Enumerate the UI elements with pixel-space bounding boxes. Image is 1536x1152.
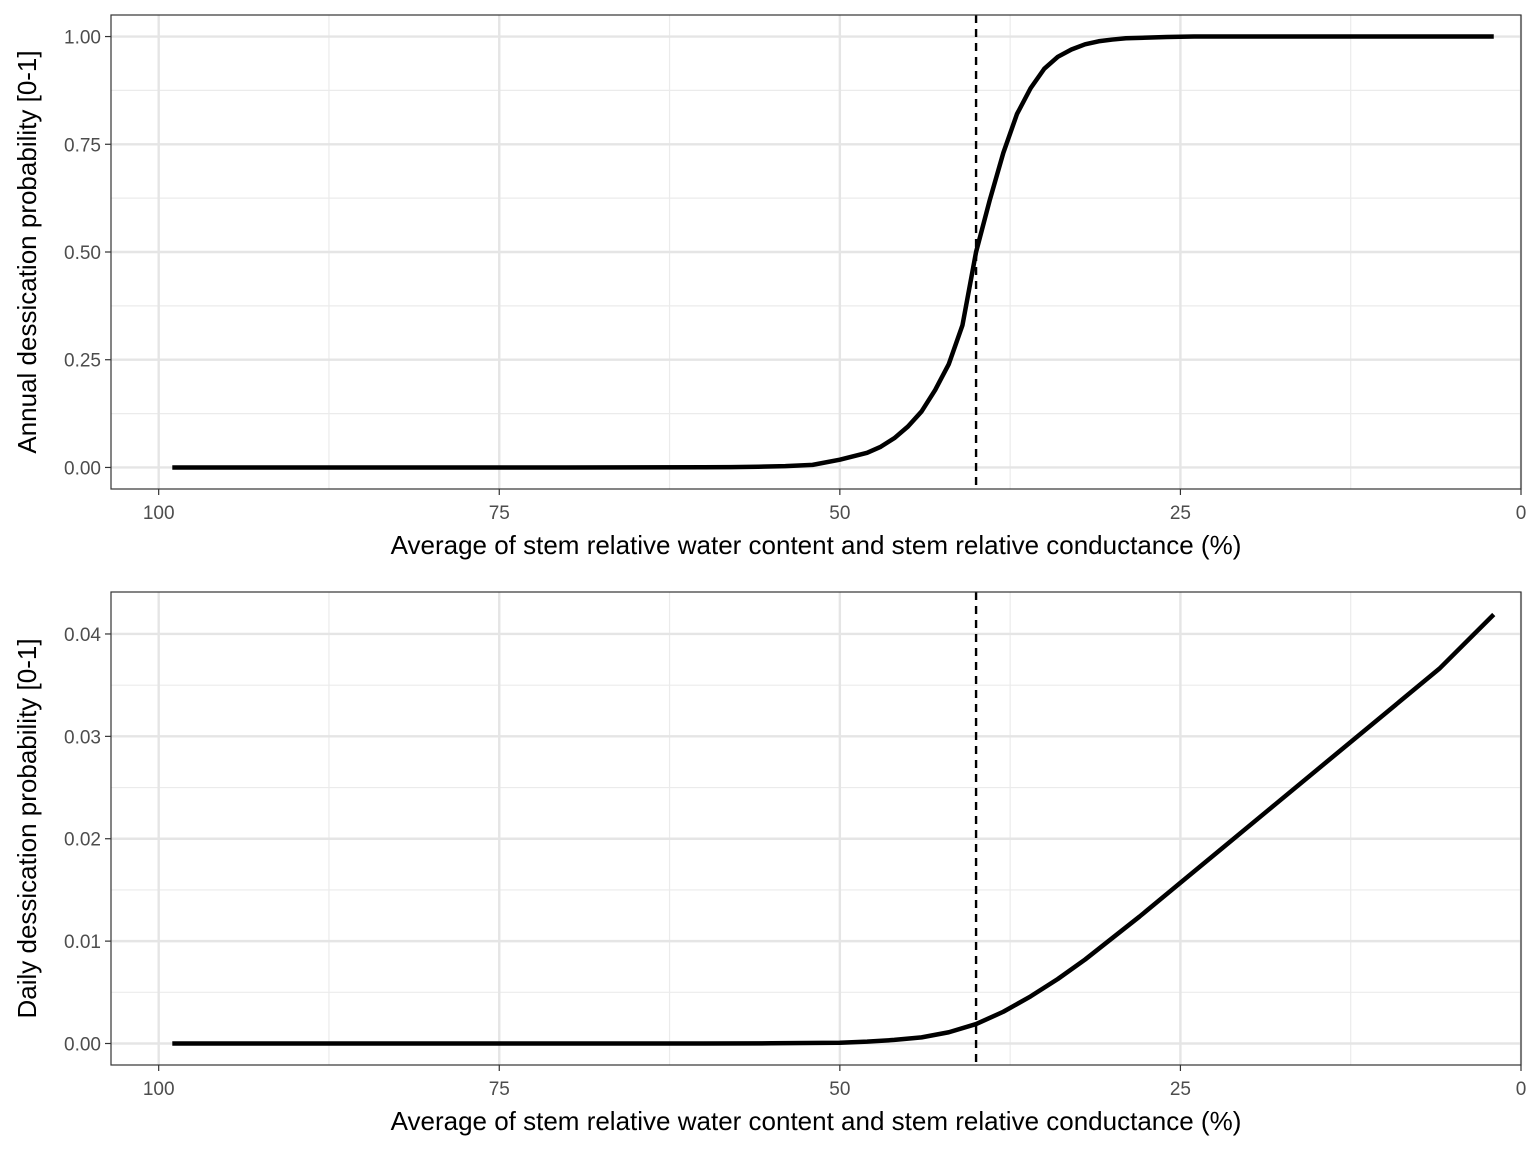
x-axis-title: Average of stem relative water content a… — [391, 530, 1242, 560]
x-tick-label: 100 — [143, 1079, 175, 1100]
x-tick-label: 75 — [489, 1079, 510, 1100]
y-tick-label: 0.01 — [64, 932, 101, 953]
x-tick-label: 25 — [1170, 503, 1191, 524]
y-axis-title: Annual dessication probability [0-1] — [12, 50, 42, 453]
y-tick-label: 0.25 — [64, 351, 101, 372]
plot-background — [111, 592, 1521, 1065]
y-tick-label: 0.00 — [64, 458, 101, 479]
panel-border — [110, 591, 1522, 1066]
x-tick-label: 50 — [829, 503, 850, 524]
x-tick-label: 0 — [1516, 1079, 1527, 1100]
x-tick-label: 100 — [143, 503, 175, 524]
y-tick-label: 0.00 — [64, 1035, 101, 1056]
y-axis-title: Daily dessication probability [0-1] — [12, 638, 42, 1018]
x-tick-label: 0 — [1516, 503, 1527, 524]
series-line — [172, 612, 1496, 1046]
y-tick-label: 0.03 — [64, 727, 101, 748]
bottom-panel: 100 75 50 25 0 0.00 0.01 0.02 0.03 0.04 Average of… — [12, 591, 1527, 1136]
y-tick-label: 0.75 — [64, 135, 101, 156]
x-tick-label: 75 — [489, 503, 510, 524]
series-line — [172, 34, 1494, 470]
x-tick-label: 50 — [829, 1079, 850, 1100]
y-tick-label: 0.02 — [64, 830, 101, 851]
x-tick-label: 25 — [1170, 1079, 1191, 1100]
y-tick-label: 1.00 — [64, 28, 101, 49]
y-tick-label: 0.50 — [64, 243, 101, 264]
y-tick-label: 0.04 — [64, 625, 101, 646]
top-panel: 100 75 50 25 0 0.00 0.25 0.50 0.75 1.00 Average of… — [12, 14, 1527, 560]
x-axis-title: Average of stem relative water content a… — [391, 1106, 1242, 1136]
